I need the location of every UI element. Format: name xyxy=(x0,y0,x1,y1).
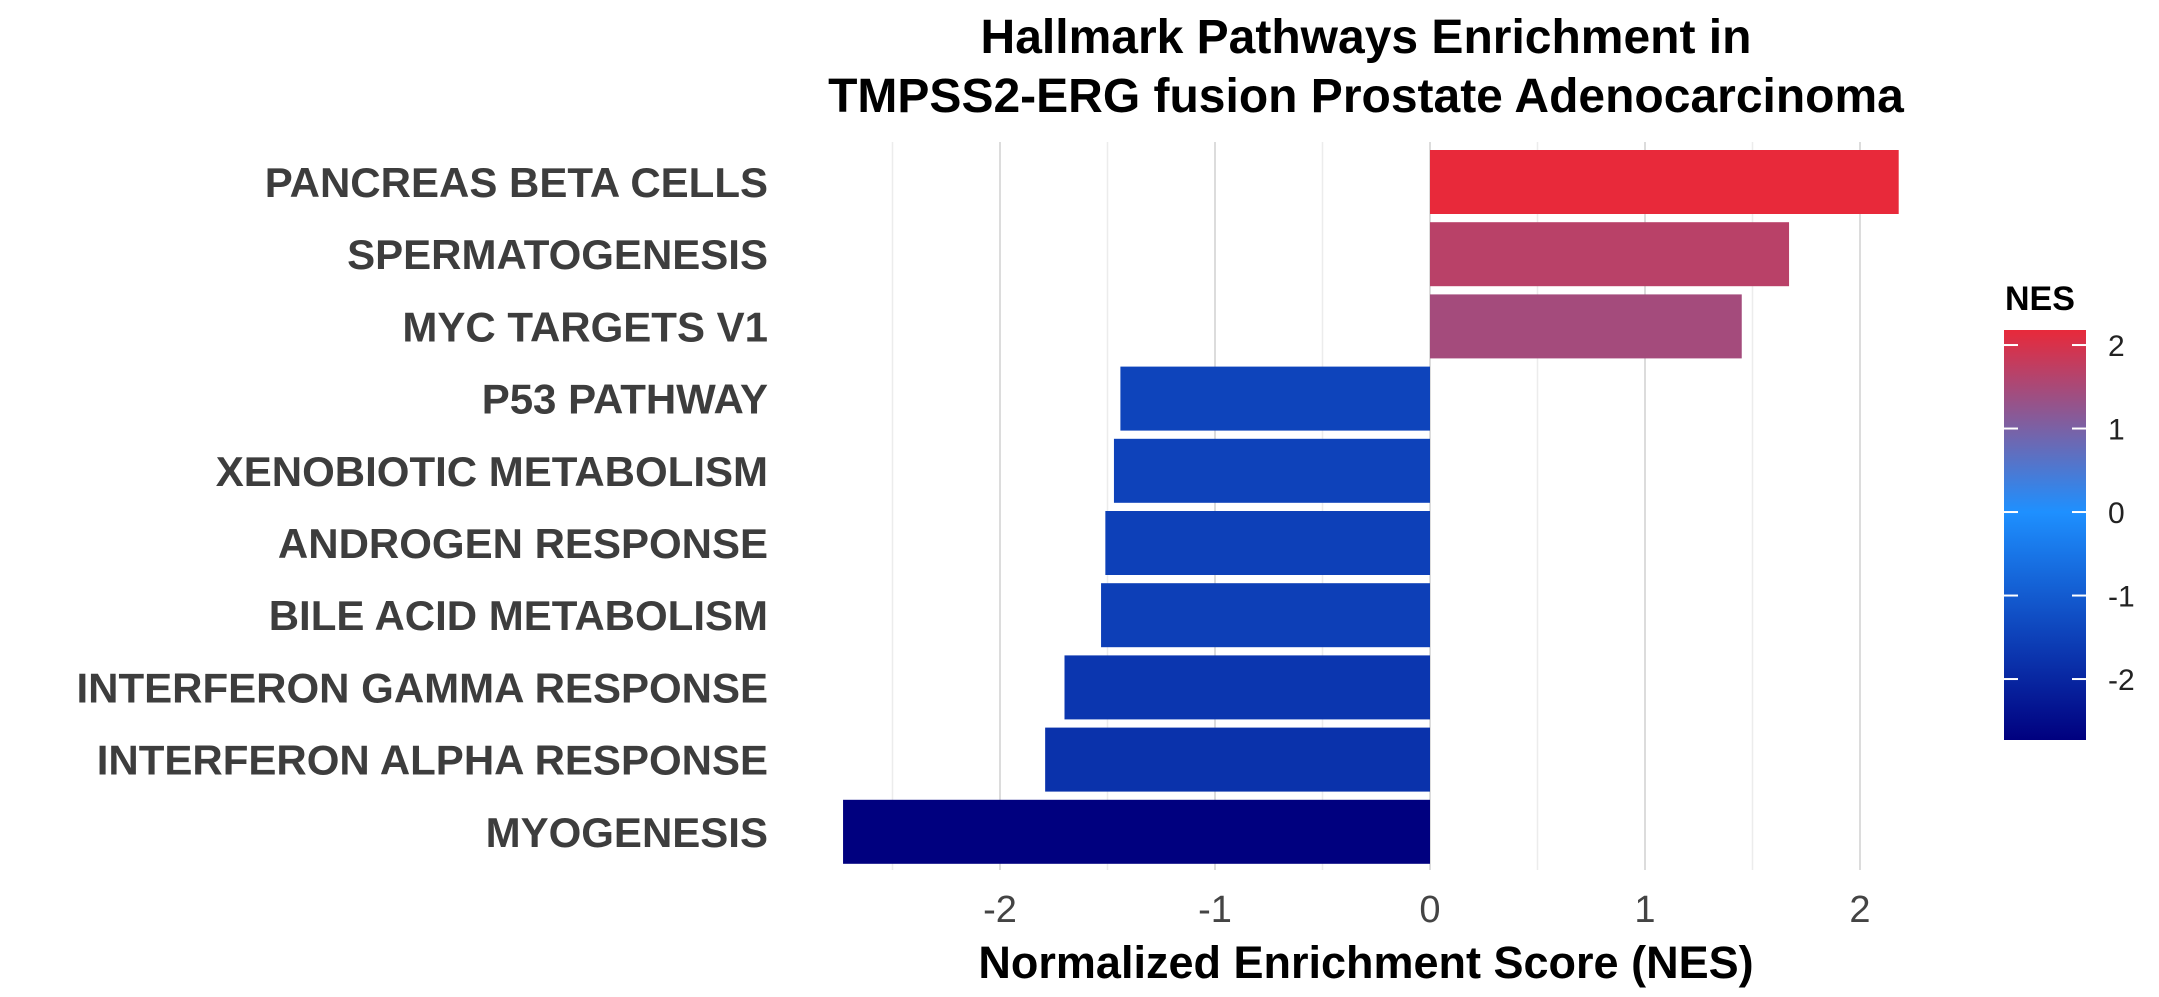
category-label-myc-targets-v1: MYC TARGETS V1 xyxy=(402,303,768,350)
bar-bile-acid-metabolism xyxy=(1101,583,1430,648)
x-tick-label: -2 xyxy=(983,889,1017,931)
x-tick-label: 1 xyxy=(1634,889,1655,931)
legend-tick-label: -2 xyxy=(2108,664,2135,697)
category-label-bile-acid-metabolism: BILE ACID METABOLISM xyxy=(269,592,768,639)
bar-p53-pathway xyxy=(1120,366,1430,431)
nes-colorbar-legend: NES 2 1 0 -1 -2 xyxy=(2004,280,2135,740)
chart-title-line-2: TMPSS2-ERG fusion Prostate Adenocarcinom… xyxy=(828,70,1904,123)
category-labels: PANCREAS BETA CELLS SPERMATOGENESIS MYC TA… xyxy=(77,159,768,856)
legend-tick-label: 0 xyxy=(2108,497,2125,530)
bar-androgen-response xyxy=(1105,511,1430,575)
bars xyxy=(843,150,1899,864)
x-tick-label: 0 xyxy=(1419,889,1440,931)
x-tick-labels: -2 -1 0 1 2 xyxy=(983,889,1870,931)
x-tick-label: -1 xyxy=(1198,889,1232,931)
bar-myc-targets-v1 xyxy=(1430,294,1742,359)
category-label-spermatogenesis: SPERMATOGENESIS xyxy=(347,231,768,278)
legend-tick-label: -1 xyxy=(2108,581,2135,614)
x-axis-title: Normalized Enrichment Score (NES) xyxy=(978,937,1753,988)
category-label-xenobiotic-metabolism: XENOBIOTIC METABOLISM xyxy=(216,448,768,495)
category-label-myogenesis: MYOGENESIS xyxy=(486,809,768,856)
chart-title-line-1: Hallmark Pathways Enrichment in xyxy=(981,11,1752,64)
category-label-pancreas-beta-cells: PANCREAS BETA CELLS xyxy=(265,159,768,206)
bar-xenobiotic-metabolism xyxy=(1113,438,1430,503)
legend-tick-label: 1 xyxy=(2108,414,2125,447)
bar-interferon-alpha-response xyxy=(1045,727,1430,792)
bar-myogenesis xyxy=(843,799,1430,864)
category-label-androgen-response: ANDROGEN RESPONSE xyxy=(278,520,768,567)
legend-tick-label: 2 xyxy=(2108,330,2125,363)
bar-spermatogenesis xyxy=(1430,222,1790,287)
legend-title: NES xyxy=(2005,280,2075,318)
category-label-p53-pathway: P53 PATHWAY xyxy=(482,376,768,423)
bar-interferon-gamma-response xyxy=(1064,655,1430,720)
colorbar xyxy=(2004,330,2086,740)
x-tick-label: 2 xyxy=(1849,889,1870,931)
category-label-interferon-alpha-response: INTERFERON ALPHA RESPONSE xyxy=(97,737,768,784)
bar-pancreas-beta-cells xyxy=(1430,150,1899,214)
category-label-interferon-gamma-response: INTERFERON GAMMA RESPONSE xyxy=(77,664,768,711)
